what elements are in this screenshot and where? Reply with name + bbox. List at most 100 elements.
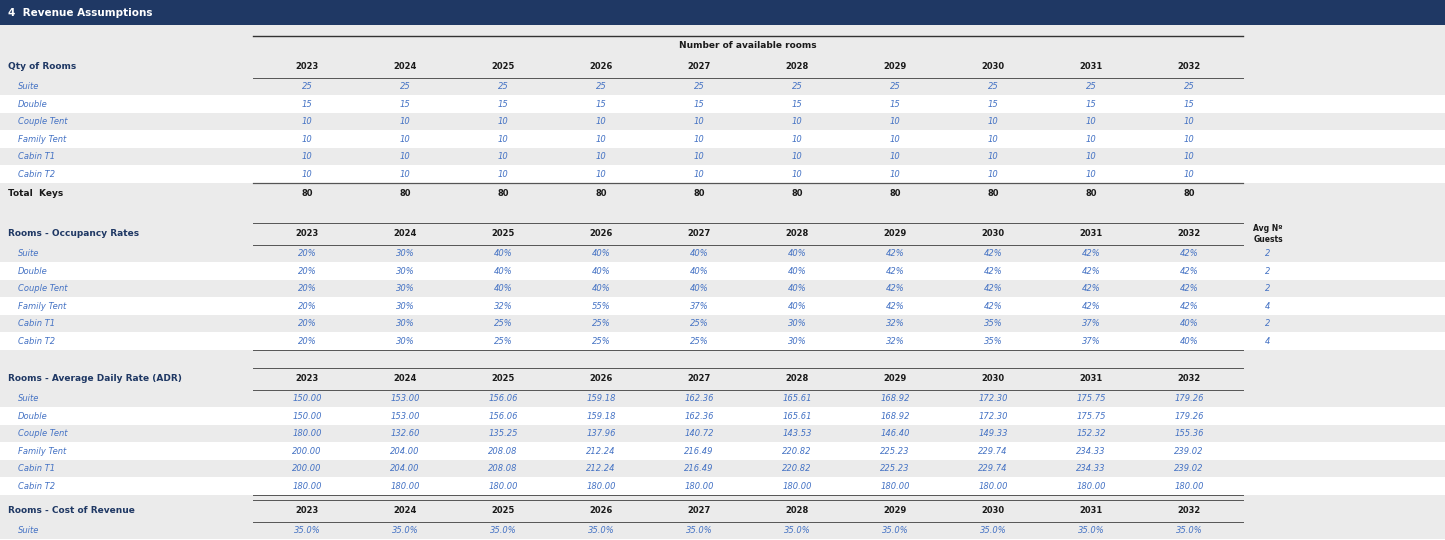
Text: 2032: 2032 <box>1178 230 1201 239</box>
Text: 2030: 2030 <box>981 375 1004 383</box>
Text: 10: 10 <box>400 117 410 126</box>
Text: 2024: 2024 <box>393 507 416 516</box>
Text: 159.18: 159.18 <box>587 411 616 421</box>
Text: 32%: 32% <box>886 319 905 328</box>
Text: 20%: 20% <box>298 284 316 293</box>
Text: 10: 10 <box>497 117 509 126</box>
Text: 165.61: 165.61 <box>782 394 812 403</box>
Text: 10: 10 <box>497 152 509 161</box>
Bar <box>0 262 1445 280</box>
Text: 10: 10 <box>1183 117 1195 126</box>
Text: 10: 10 <box>890 117 900 126</box>
Text: Couple Tent: Couple Tent <box>17 117 68 126</box>
Bar <box>0 333 1445 350</box>
Text: 80: 80 <box>694 190 705 199</box>
Text: 10: 10 <box>497 135 509 144</box>
Text: 155.36: 155.36 <box>1175 429 1204 438</box>
Text: 25%: 25% <box>494 319 513 328</box>
Text: 30%: 30% <box>396 302 415 310</box>
Text: 2028: 2028 <box>786 507 809 516</box>
Text: 180.00: 180.00 <box>390 482 419 491</box>
Text: 229.74: 229.74 <box>978 464 1007 473</box>
Text: 220.82: 220.82 <box>782 447 812 456</box>
Text: 2029: 2029 <box>883 507 906 516</box>
Text: 42%: 42% <box>1082 249 1101 258</box>
Text: 239.02: 239.02 <box>1175 464 1204 473</box>
Text: 180.00: 180.00 <box>1175 482 1204 491</box>
Text: 150.00: 150.00 <box>292 411 322 421</box>
Text: 2: 2 <box>1266 319 1270 328</box>
Text: 35.0%: 35.0% <box>392 526 419 535</box>
Text: 42%: 42% <box>984 302 1003 310</box>
Text: 180.00: 180.00 <box>685 482 714 491</box>
Text: 10: 10 <box>1085 170 1097 179</box>
Text: 35.0%: 35.0% <box>1176 526 1202 535</box>
Text: 30%: 30% <box>788 319 806 328</box>
Text: 225.23: 225.23 <box>880 447 910 456</box>
Text: 10: 10 <box>694 170 704 179</box>
Text: 4: 4 <box>1266 337 1270 346</box>
Text: 25: 25 <box>497 82 509 91</box>
Text: 15: 15 <box>595 100 607 109</box>
Text: 10: 10 <box>987 117 998 126</box>
Text: 40%: 40% <box>788 284 806 293</box>
Text: 40%: 40% <box>591 249 610 258</box>
Text: 172.30: 172.30 <box>978 394 1007 403</box>
Text: 15: 15 <box>1183 100 1195 109</box>
Text: 40%: 40% <box>591 267 610 276</box>
Text: 15: 15 <box>302 100 312 109</box>
Text: 42%: 42% <box>1179 302 1198 310</box>
Text: 153.00: 153.00 <box>390 394 419 403</box>
Text: 10: 10 <box>302 170 312 179</box>
Text: 234.33: 234.33 <box>1077 464 1105 473</box>
Text: 156.06: 156.06 <box>488 394 517 403</box>
Text: 25: 25 <box>890 82 900 91</box>
Bar <box>0 298 1445 315</box>
Text: 2024: 2024 <box>393 230 416 239</box>
Text: 10: 10 <box>1085 117 1097 126</box>
Text: 40%: 40% <box>689 249 708 258</box>
Text: 180.00: 180.00 <box>292 429 322 438</box>
Text: 200.00: 200.00 <box>292 447 322 456</box>
Text: 35%: 35% <box>984 337 1003 346</box>
Text: 35.0%: 35.0% <box>490 526 516 535</box>
Text: 10: 10 <box>1085 135 1097 144</box>
Text: 180.00: 180.00 <box>587 482 616 491</box>
Text: 2025: 2025 <box>491 507 514 516</box>
Bar <box>0 245 1445 262</box>
Text: 40%: 40% <box>591 284 610 293</box>
Bar <box>0 280 1445 298</box>
Text: 40%: 40% <box>1179 337 1198 346</box>
Text: 25: 25 <box>400 82 410 91</box>
Text: 37%: 37% <box>1082 319 1101 328</box>
Text: 42%: 42% <box>984 267 1003 276</box>
Text: Rooms - Occupancy Rates: Rooms - Occupancy Rates <box>9 230 139 239</box>
Text: Rooms - Average Daily Rate (ADR): Rooms - Average Daily Rate (ADR) <box>9 375 182 383</box>
Text: Family Tent: Family Tent <box>17 447 66 456</box>
Text: 159.18: 159.18 <box>587 394 616 403</box>
Text: 162.36: 162.36 <box>685 394 714 403</box>
Text: 20%: 20% <box>298 267 316 276</box>
Text: 35%: 35% <box>984 319 1003 328</box>
Text: 180.00: 180.00 <box>1077 482 1105 491</box>
Text: 25: 25 <box>694 82 704 91</box>
Bar <box>0 113 1445 131</box>
Text: 42%: 42% <box>1082 302 1101 310</box>
Text: 2029: 2029 <box>883 230 906 239</box>
Text: 229.74: 229.74 <box>978 447 1007 456</box>
Text: 40%: 40% <box>494 249 513 258</box>
Text: 225.23: 225.23 <box>880 464 910 473</box>
Text: 10: 10 <box>792 135 802 144</box>
Text: 80: 80 <box>1183 190 1195 199</box>
Bar <box>0 522 1445 539</box>
Text: 220.82: 220.82 <box>782 464 812 473</box>
Text: 152.32: 152.32 <box>1077 429 1105 438</box>
Bar <box>0 390 1445 408</box>
Bar <box>0 477 1445 495</box>
Text: 80: 80 <box>889 190 900 199</box>
Text: 10: 10 <box>987 152 998 161</box>
Text: 42%: 42% <box>1179 267 1198 276</box>
Text: 10: 10 <box>987 170 998 179</box>
Text: 212.24: 212.24 <box>587 464 616 473</box>
Text: 208.08: 208.08 <box>488 447 517 456</box>
